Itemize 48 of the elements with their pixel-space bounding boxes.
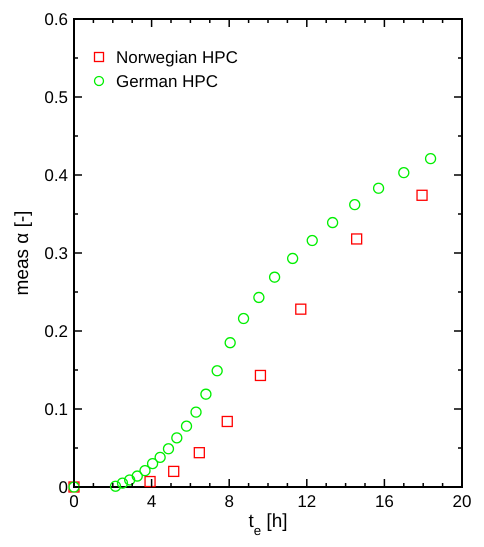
x-axis-title: t$_{e}$ [h] xyxy=(248,511,288,538)
point xyxy=(254,370,266,382)
point xyxy=(224,337,236,348)
point xyxy=(295,304,306,315)
point xyxy=(222,416,233,428)
point xyxy=(416,190,428,201)
point xyxy=(116,477,128,489)
point xyxy=(110,480,122,492)
x-tick-label: 8 xyxy=(224,492,234,511)
x-tick-label: 16 xyxy=(374,492,394,511)
point xyxy=(171,432,182,444)
point xyxy=(326,216,338,228)
point xyxy=(162,443,174,454)
point xyxy=(253,292,265,304)
y-axis-title: meas α [-] xyxy=(12,210,33,296)
point xyxy=(190,406,202,418)
x-tick-label: 12 xyxy=(297,492,316,511)
point xyxy=(146,458,158,470)
point xyxy=(200,388,212,400)
point xyxy=(372,182,384,194)
y-tick-label: 0.5 xyxy=(44,88,68,107)
y-tick-label: 0.2 xyxy=(44,322,68,341)
point xyxy=(398,167,410,178)
legend-label: Norwegian HPC xyxy=(116,48,238,67)
point xyxy=(180,420,192,432)
point xyxy=(144,476,156,488)
y-tick-label: 0.4 xyxy=(44,166,68,185)
point xyxy=(238,312,250,324)
point xyxy=(154,452,166,464)
point xyxy=(286,252,298,264)
point xyxy=(306,234,318,246)
point xyxy=(139,464,151,476)
y-tick-label: 0 xyxy=(58,478,68,497)
point xyxy=(212,365,223,376)
y-tick-label: 0.6 xyxy=(44,10,68,29)
point xyxy=(424,152,436,164)
point xyxy=(194,447,205,458)
point xyxy=(349,198,360,210)
x-tick-label: 4 xyxy=(146,492,156,511)
point xyxy=(168,466,180,478)
point xyxy=(124,474,136,486)
y-tick-label: 0.3 xyxy=(44,244,68,263)
legend-label: German HPC xyxy=(116,72,218,91)
x-tick-label: 20 xyxy=(452,492,472,511)
point xyxy=(132,470,143,482)
y-tick-label: 0.1 xyxy=(44,400,68,419)
point xyxy=(268,272,280,283)
point xyxy=(351,233,362,245)
